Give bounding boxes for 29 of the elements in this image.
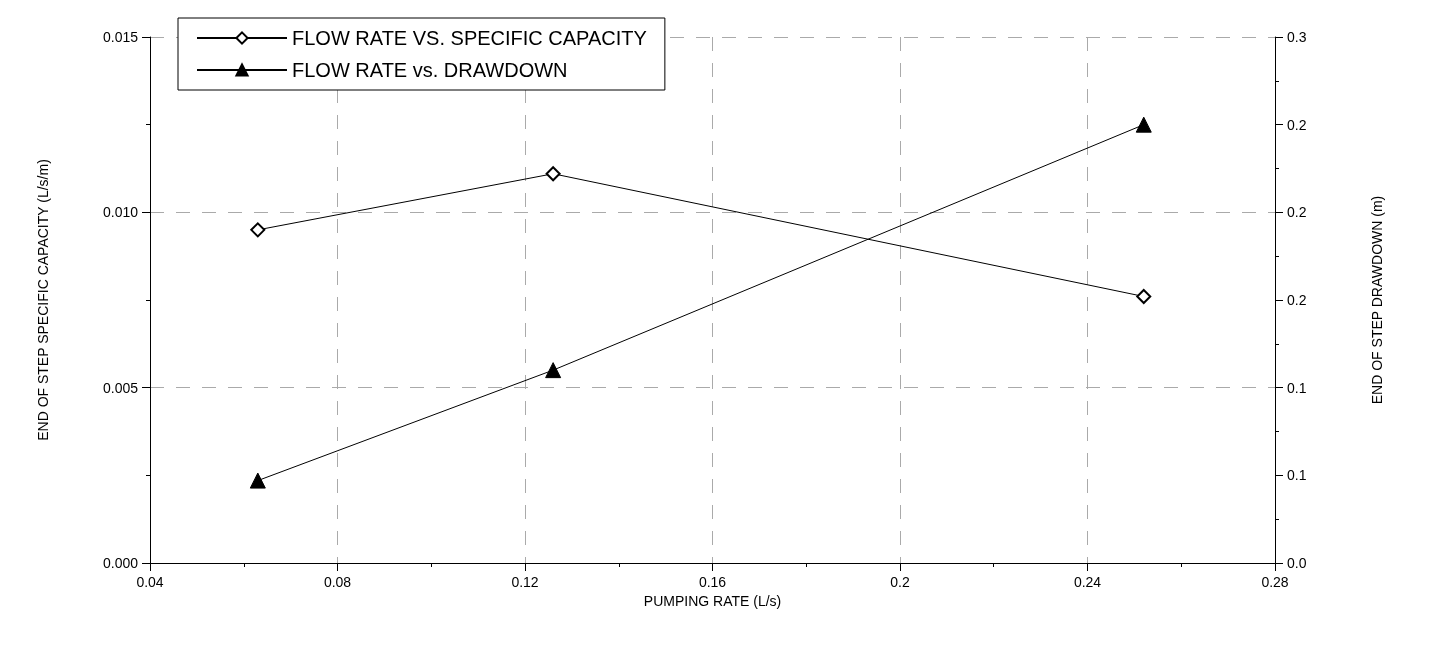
- y2-tick-label: 0.2: [1287, 204, 1307, 221]
- point: [250, 222, 266, 238]
- x-tick-label: 0.16: [698, 574, 727, 590]
- y-tick-label: 0.015: [102, 29, 139, 45]
- y2-tick-label: 0.1: [1287, 467, 1307, 484]
- x-tick-label: 0.2: [890, 574, 910, 590]
- point: [249, 472, 266, 489]
- y2-tick-label: 0.1: [1287, 379, 1307, 396]
- y-tick-label: 0.005: [102, 379, 139, 396]
- y-axis-title: END OF STEP SPECIFIC CAPACITY (L/s/m): [35, 159, 51, 441]
- point: [545, 166, 561, 182]
- legend-label: FLOW RATE vs. DRAWDOWN: [292, 59, 568, 81]
- point: [545, 362, 562, 379]
- y2-tick-label: 0.3: [1287, 29, 1307, 45]
- legend-label: FLOW RATE VS. SPECIFIC CAPACITY: [292, 27, 647, 49]
- y2-axis-title: END OF STEP DRAWDOWN (m): [1369, 195, 1385, 405]
- x-axis-title: PUMPING RATE (L/s): [643, 592, 782, 609]
- x-tick-label: 0.28: [1261, 574, 1289, 590]
- x-tick-label: 0.04: [136, 574, 164, 590]
- y2-tick-label: 0.2: [1287, 116, 1307, 133]
- x-tick-label: 0.12: [511, 574, 539, 590]
- y2-tick-label: 0.2: [1287, 292, 1307, 308]
- y-tick-label: 0.010: [102, 204, 139, 221]
- y-tick-label: 0.000: [102, 555, 139, 571]
- point: [1135, 116, 1152, 133]
- x-tick-label: 0.24: [1073, 574, 1102, 590]
- x-tick-label: 0.08: [323, 574, 352, 590]
- y2-tick-label: 0.0: [1287, 555, 1307, 571]
- point: [1136, 288, 1152, 304]
